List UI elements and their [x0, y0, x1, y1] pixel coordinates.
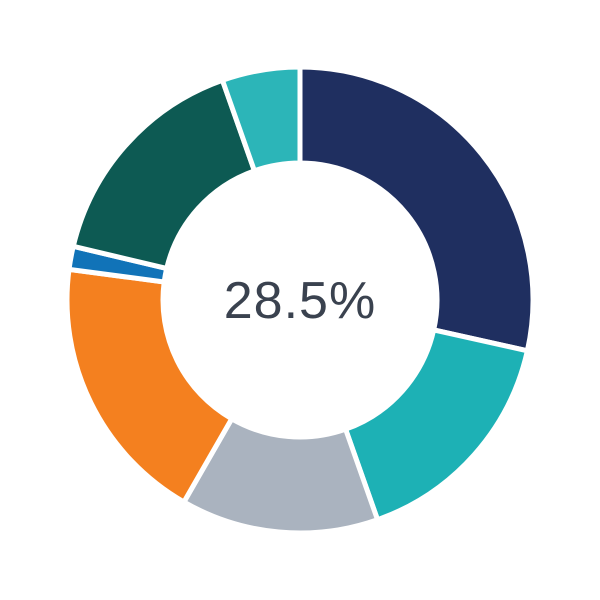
donut-center-label: 28.5% — [224, 272, 376, 330]
donut-segment-navy[interactable] — [297, 64, 536, 354]
donut-segment-dark-teal[interactable] — [70, 77, 258, 272]
donut-segment-light-teal[interactable] — [219, 64, 303, 174]
donut-segment-teal[interactable] — [342, 326, 531, 523]
donut-slices — [64, 64, 536, 536]
donut-segment-orange[interactable] — [64, 266, 236, 506]
